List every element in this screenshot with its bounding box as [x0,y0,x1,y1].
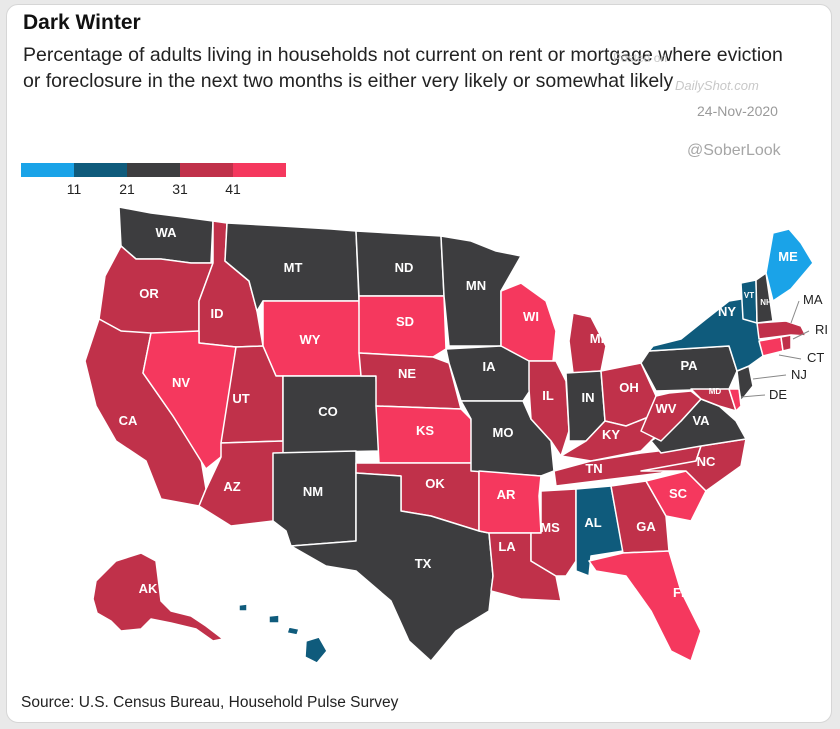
label-mi: MI [590,331,604,346]
label-ar: AR [497,487,516,502]
legend-swatch-3 [127,163,180,177]
label-in: IN [582,390,595,405]
label-oh: OH [619,380,639,395]
label-fl: FL [673,585,689,600]
label-ak: AK [139,581,158,596]
state-hi-4 [304,636,328,664]
label-md: MD [709,387,722,396]
watermark-posted: Posted on [613,51,668,65]
label-ia: IA [483,359,497,374]
callout-leaders [740,300,810,398]
legend-tick-11: 11 [66,181,82,197]
label-de: DE [769,387,787,402]
label-ks: KS [416,423,434,438]
label-ga: GA [636,519,656,534]
legend-tick-21: 21 [119,181,135,197]
label-nc: NC [697,454,716,469]
label-ma: MA [803,292,823,307]
label-az: AZ [223,479,240,494]
label-nd: ND [395,260,414,275]
legend-tick-41: 41 [225,181,241,197]
label-me: ME [778,249,798,264]
label-ri: RI [815,322,828,337]
legend-swatch-1 [21,163,74,177]
state-ma [756,320,807,340]
label-mt: MT [284,260,303,275]
label-al: AL [584,515,601,530]
label-nv: NV [172,375,190,390]
state-ak [92,552,224,642]
label-co: CO [318,404,338,419]
label-wi: WI [523,309,539,324]
state-ar [478,470,542,534]
label-sc: SC [669,486,688,501]
label-wv: WV [656,401,677,416]
label-tx: TX [415,556,432,571]
label-ca: CA [119,413,138,428]
label-wy: WY [300,332,321,347]
label-ny: NY [718,304,736,319]
state-nh [755,272,774,324]
state-sc [645,470,707,522]
legend-swatch-4 [180,163,233,177]
label-ne: NE [398,366,416,381]
state-hi-1 [238,603,248,612]
state-ga [610,480,670,554]
state-nc [640,438,747,492]
state-ct [758,336,784,357]
label-nm: NM [303,484,323,499]
label-pa: PA [680,358,698,373]
state-fl [588,550,702,662]
label-il: IL [542,388,554,403]
state-tx [290,472,494,662]
chart-card: Dark Winter Percentage of adults living … [6,4,832,723]
state-me [765,228,814,302]
state-wi [500,282,557,362]
legend-tick-31: 31 [172,181,188,197]
label-tn: TN [585,461,602,476]
author-handle: @SoberLook [687,142,781,159]
label-va: VA [692,413,710,428]
legend-swatch-5 [233,163,286,177]
state-hi-3 [286,626,300,636]
state-ri [780,334,792,352]
state-md [690,388,737,412]
chart-subtitle: Percentage of adults living in household… [23,44,783,92]
us-choropleth-map: WA OR CA ID NV MT WY UT AZ CO NM ND SD N… [84,206,828,664]
label-ut: UT [232,391,249,406]
legend-swatch-2 [74,163,127,177]
label-wa: WA [156,225,178,240]
label-ky: KY [602,427,620,442]
state-de [728,388,742,412]
label-mn: MN [466,278,486,293]
label-la: LA [498,539,516,554]
label-id: ID [211,306,224,321]
watermark-site: DailyShot.com [675,78,759,93]
label-ms: MS [540,520,560,535]
source-note: Source: U.S. Census Bureau, Household Pu… [21,694,399,711]
watermark-date: 24-Nov-2020 [697,103,778,119]
label-ct: CT [807,350,824,365]
label-ok: OK [425,476,445,491]
state-sd [358,295,447,358]
state-hi-2 [268,614,280,624]
label-nj: NJ [791,367,807,382]
label-vt: VT [744,291,754,300]
chart-title: Dark Winter [23,11,141,34]
state-vt [740,279,758,324]
label-or: OR [139,286,159,301]
label-sd: SD [396,314,414,329]
label-nh: NH [760,298,772,307]
label-mo: MO [493,425,514,440]
